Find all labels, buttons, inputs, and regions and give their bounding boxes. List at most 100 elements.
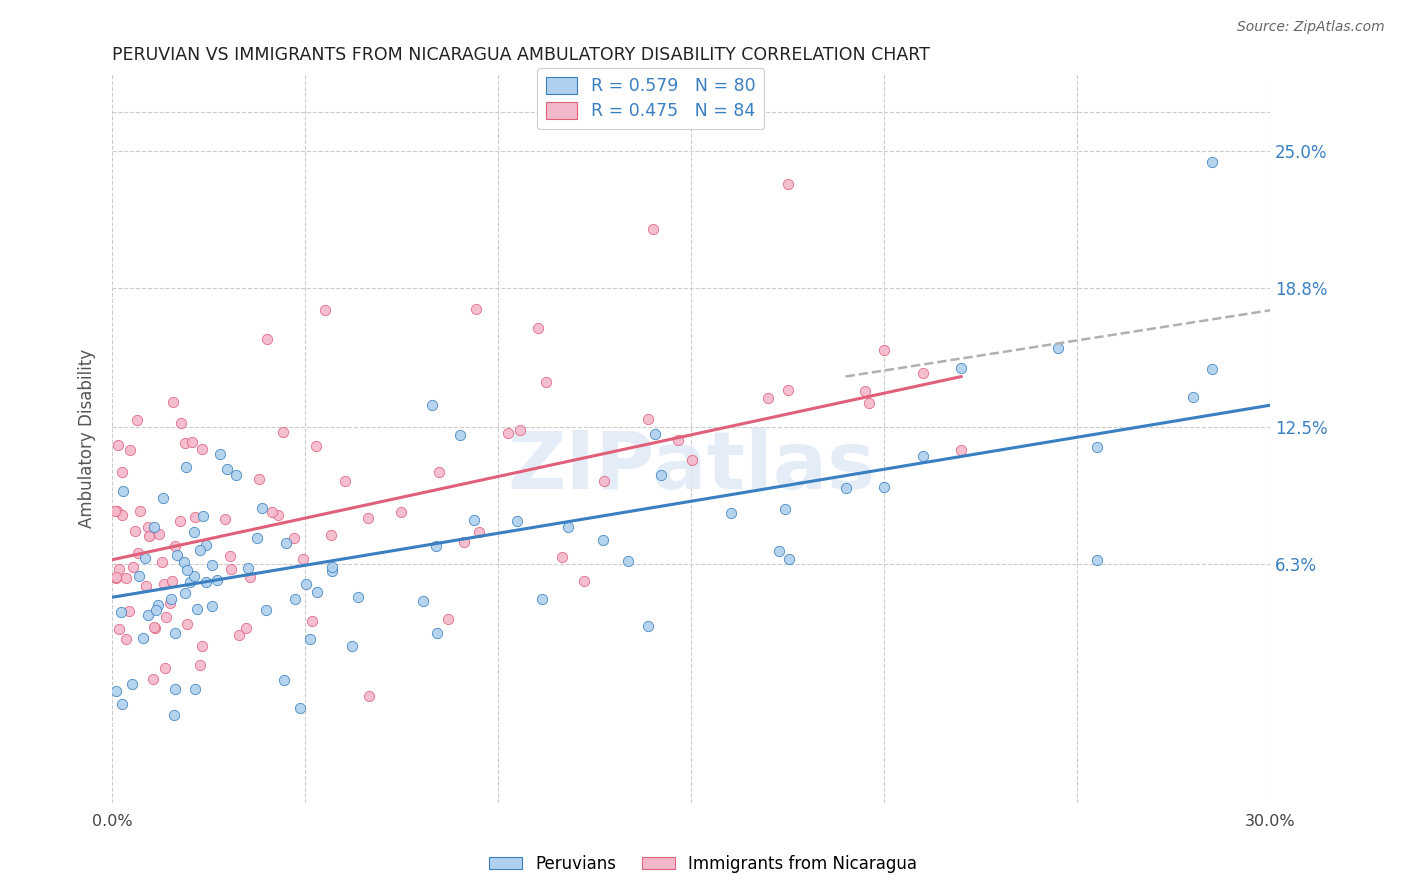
Point [142,672,165,686]
Point [176,617,198,632]
Point [637,412,659,426]
Point [184,510,207,524]
Point [225,467,247,482]
Point [135,579,157,593]
Point [321,565,343,579]
Point [267,508,290,523]
Point [295,577,318,591]
Point [127,413,149,427]
Point [208,447,231,461]
Point [107,438,129,452]
Point [235,621,257,635]
Point [160,574,183,589]
Point [118,604,141,618]
Point [250,500,273,515]
Point [526,321,548,335]
Point [254,603,277,617]
Point [205,573,228,587]
Point [176,563,198,577]
Point [127,546,149,560]
Point [118,443,141,458]
Point [173,555,195,569]
Point [592,474,614,488]
Point [1046,341,1069,355]
Point [238,561,260,575]
Point [146,598,169,612]
Point [650,468,672,483]
Point [288,700,311,714]
Point [305,439,328,453]
Point [166,549,188,563]
Point [132,631,155,645]
Y-axis label: Ambulatory Disability: Ambulatory Disability [79,349,96,528]
Point [105,503,128,517]
Point [834,481,856,495]
Point [143,620,166,634]
Point [194,538,217,552]
Point [468,525,491,540]
Point [179,575,201,590]
Point [262,505,284,519]
Text: ZIPatlas: ZIPatlas [508,428,876,507]
Point [778,551,800,566]
Point [592,533,614,547]
Point [420,398,443,412]
Point [298,632,321,646]
Point [138,528,160,542]
Point [228,628,250,642]
Point [107,562,129,576]
Legend: Peruvians, Immigrants from Nicaragua: Peruvians, Immigrants from Nicaragua [482,848,924,880]
Point [188,658,211,673]
Point [437,611,460,625]
Point [136,608,159,623]
Point [183,569,205,583]
Point [758,391,780,405]
Point [641,221,664,235]
Point [509,423,531,437]
Point [534,376,557,390]
Point [666,434,689,448]
Point [163,707,186,722]
Point [239,570,262,584]
Point [1085,440,1108,454]
Point [950,360,973,375]
Point [873,480,896,494]
Point [617,553,640,567]
Point [173,586,195,600]
Point [776,383,799,397]
Point [201,599,224,613]
Point [274,536,297,550]
Point [153,577,176,591]
Point [145,603,167,617]
Point [319,527,342,541]
Point [104,569,127,583]
Point [720,506,742,520]
Point [160,591,183,606]
Point [124,524,146,538]
Point [181,435,204,450]
Point [108,622,131,636]
Point [111,697,134,711]
Point [1085,552,1108,566]
Point [291,551,314,566]
Point [449,427,471,442]
Text: 30.0%: 30.0% [1244,814,1295,829]
Point [163,626,186,640]
Point [188,542,211,557]
Point [190,442,212,457]
Point [853,384,876,399]
Point [506,514,529,528]
Point [572,574,595,588]
Text: 0.0%: 0.0% [91,814,132,829]
Point [637,619,659,633]
Point [104,504,127,518]
Point [165,681,187,696]
Point [357,510,380,524]
Point [256,332,278,346]
Point [1201,155,1223,169]
Point [425,539,447,553]
Point [159,596,181,610]
Point [768,544,790,558]
Point [169,514,191,528]
Point [217,462,239,476]
